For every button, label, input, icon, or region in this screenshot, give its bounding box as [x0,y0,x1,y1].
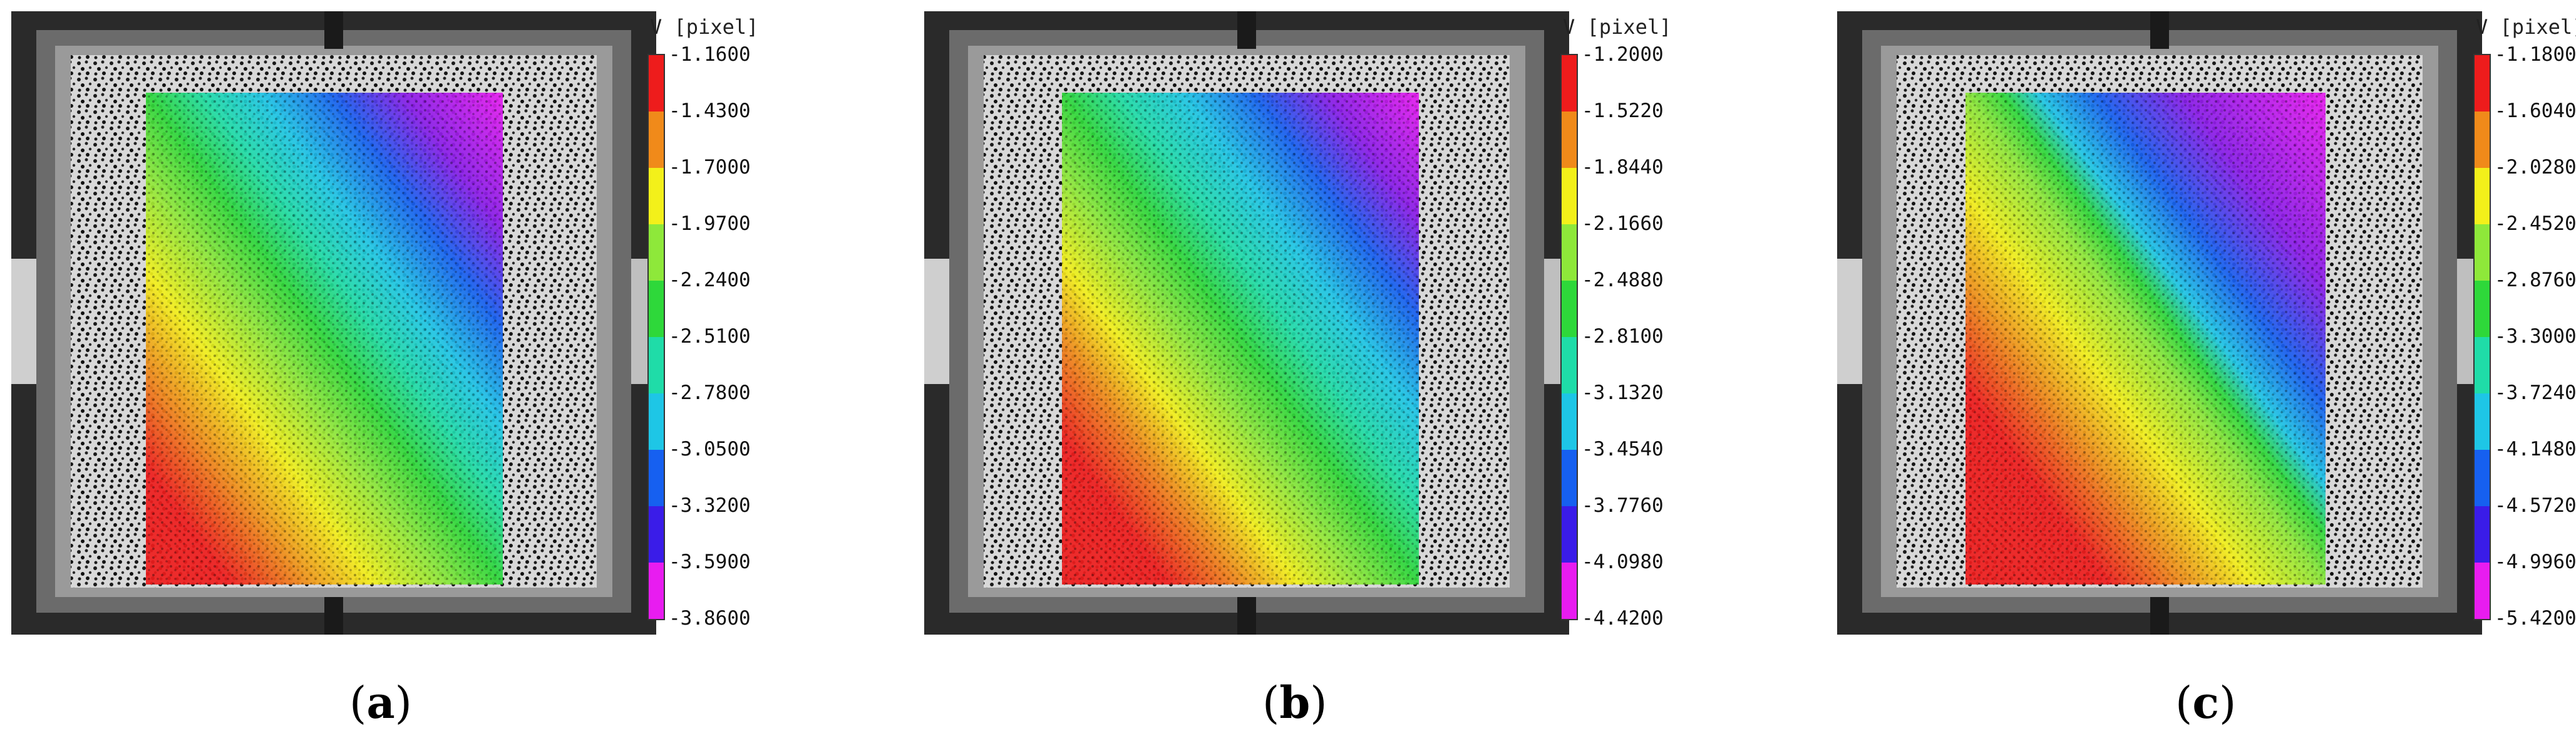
panel-c: V [pixel] -1.1800 -1.6040 -2.0280 -2.452… [1837,0,2576,743]
caption-letter-a: a [366,677,395,729]
legend-tick: -3.5900 [669,551,751,573]
legend-tick: -2.7800 [669,382,751,404]
legend-tick: -3.0500 [669,438,751,460]
legend-tick: -1.8440 [1582,156,1664,179]
legend-tick: -3.3000 [2495,325,2576,348]
colorbar-segment [1562,168,1577,224]
colorbar-segment [649,281,664,337]
colorbar-segment [2475,337,2490,393]
legend-title-b: V [pixel] [1563,15,1672,39]
displacement-contour-image-a [11,11,656,635]
legend-tick: -3.1320 [1582,382,1664,404]
legend-tick: -1.2000 [1582,43,1664,66]
colorbar-segment [649,112,664,168]
colorbar-segment [2475,224,2490,281]
caption-letter-c: c [2192,677,2219,729]
legend-tick: -1.9700 [669,212,751,235]
colorbar-c [2473,54,2491,620]
caption-a: (a) [349,677,412,729]
colorbar-segment [649,337,664,393]
legend-tick: -4.5720 [2495,494,2576,517]
colorbar-segment [649,224,664,281]
colorbar-segment [1562,337,1577,393]
legend-tick: -2.1660 [1582,212,1664,235]
specimen-photo-c [1837,11,2482,635]
colorbar-segment [649,393,664,450]
colorbar-segment [649,55,664,112]
legend-tick: -3.3200 [669,494,751,517]
legend-tick: -2.5100 [669,325,751,348]
legend-title-c: V [pixel] [2476,15,2576,39]
legend-tick: -1.7000 [669,156,751,179]
colorbar-segment [649,563,664,619]
legend-tick: -4.4200 [1582,607,1664,630]
legend-tick: -1.6040 [2495,100,2576,122]
legend-tick: -2.4880 [1582,269,1664,291]
colorbar-b [1560,54,1578,620]
colorbar-segment [1562,506,1577,563]
legend-tick: -2.2400 [669,269,751,291]
legend-tick: -1.5220 [1582,100,1664,122]
legend-tick: -1.4300 [669,100,751,122]
legend-tick: -3.4540 [1582,438,1664,460]
colorbar-segment [1562,450,1577,506]
legend-tick: -1.1600 [669,43,751,66]
legend-tick: -4.9960 [2495,551,2576,573]
displacement-contour-image-b [924,11,1569,635]
colorbar-segment [2475,281,2490,337]
colorbar-segment [1562,55,1577,112]
legend-tick: -3.7240 [2495,382,2576,404]
specimen-photo-b [924,11,1569,635]
legend-tick: -1.1800 [2495,43,2576,66]
legend-tick: -4.0980 [1582,551,1664,573]
colorbar-segment [649,506,664,563]
colorbar-segment [1562,224,1577,281]
caption-b: (b) [1262,677,1327,729]
panel-b: V [pixel] -1.2000 -1.5220 -1.8440 -2.166… [924,0,1851,743]
colorbar-a [647,54,665,620]
colorbar-segment [2475,450,2490,506]
colorbar-segment [2475,563,2490,619]
legend-title-a: V [pixel] [650,15,759,39]
colorbar-segment [2475,506,2490,563]
legend-tick: -3.7760 [1582,494,1664,517]
colorbar-segment [2475,112,2490,168]
legend-tick: -3.8600 [669,607,751,630]
colorbar-segment [649,168,664,224]
colorbar-segment [2475,393,2490,450]
specimen-photo-a [11,11,656,635]
colorbar-segment [1562,393,1577,450]
colorbar-segment [1562,112,1577,168]
legend-tick: -2.8100 [1582,325,1664,348]
colorbar-segment [1562,563,1577,619]
legend-tick: -4.1480 [2495,438,2576,460]
colorbar-segment [1562,281,1577,337]
legend-tick: -5.4200 [2495,607,2576,630]
legend-tick: -2.0280 [2495,156,2576,179]
colorbar-segment [2475,55,2490,112]
legend-tick: -2.4520 [2495,212,2576,235]
legend-tick: -2.8760 [2495,269,2576,291]
colorbar-segment [2475,168,2490,224]
caption-c: (c) [2175,677,2237,729]
displacement-contour-image-c [1837,11,2482,635]
caption-letter-b: b [1279,677,1311,729]
panel-a: V [pixel] -1.1600 -1.4300 -1.7000 -1.970… [11,0,938,743]
colorbar-segment [649,450,664,506]
